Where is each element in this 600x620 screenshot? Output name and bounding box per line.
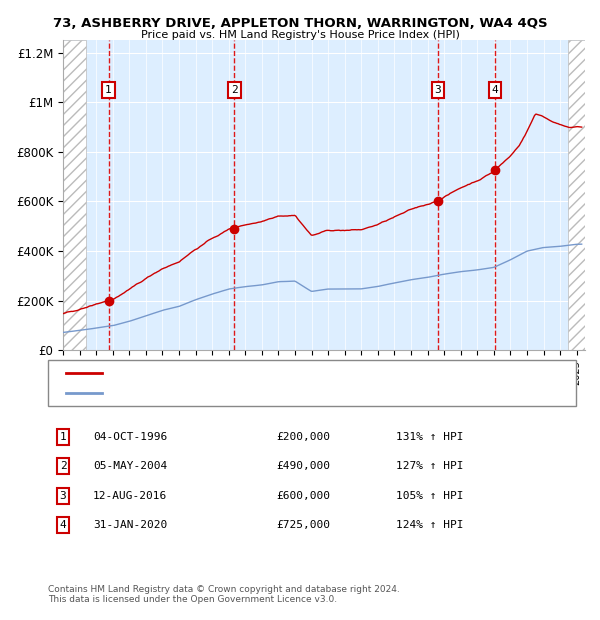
Bar	[63, 40, 86, 350]
Text: 124% ↑ HPI: 124% ↑ HPI	[396, 520, 463, 530]
Text: 73, ASHBERRY DRIVE, APPLETON THORN, WARRINGTON, WA4 4QS: 73, ASHBERRY DRIVE, APPLETON THORN, WARR…	[53, 17, 547, 30]
Text: 127% ↑ HPI: 127% ↑ HPI	[396, 461, 463, 471]
Text: 04-OCT-1996: 04-OCT-1996	[93, 432, 167, 442]
Text: 105% ↑ HPI: 105% ↑ HPI	[396, 491, 463, 501]
Text: 4: 4	[492, 85, 499, 95]
Text: Contains HM Land Registry data © Crown copyright and database right 2024.
This d: Contains HM Land Registry data © Crown c…	[48, 585, 400, 604]
Text: 4: 4	[59, 520, 67, 530]
Text: 3: 3	[59, 491, 67, 501]
Text: 1: 1	[105, 85, 112, 95]
Text: Price paid vs. HM Land Registry's House Price Index (HPI): Price paid vs. HM Land Registry's House …	[140, 30, 460, 40]
Text: 05-MAY-2004: 05-MAY-2004	[93, 461, 167, 471]
Text: 12-AUG-2016: 12-AUG-2016	[93, 491, 167, 501]
Text: £490,000: £490,000	[276, 461, 330, 471]
Bar	[568, 40, 585, 350]
Text: £600,000: £600,000	[276, 491, 330, 501]
Text: 3: 3	[434, 85, 441, 95]
Text: 73, ASHBERRY DRIVE, APPLETON THORN, WARRINGTON, WA4 4QS (detached house): 73, ASHBERRY DRIVE, APPLETON THORN, WARR…	[114, 368, 528, 378]
Text: 2: 2	[231, 85, 238, 95]
Text: HPI: Average price, detached house, Warrington: HPI: Average price, detached house, Warr…	[114, 388, 349, 398]
Text: £725,000: £725,000	[276, 520, 330, 530]
Text: £200,000: £200,000	[276, 432, 330, 442]
Text: 2: 2	[59, 461, 67, 471]
Text: 1: 1	[59, 432, 67, 442]
Text: 31-JAN-2020: 31-JAN-2020	[93, 520, 167, 530]
Text: 131% ↑ HPI: 131% ↑ HPI	[396, 432, 463, 442]
